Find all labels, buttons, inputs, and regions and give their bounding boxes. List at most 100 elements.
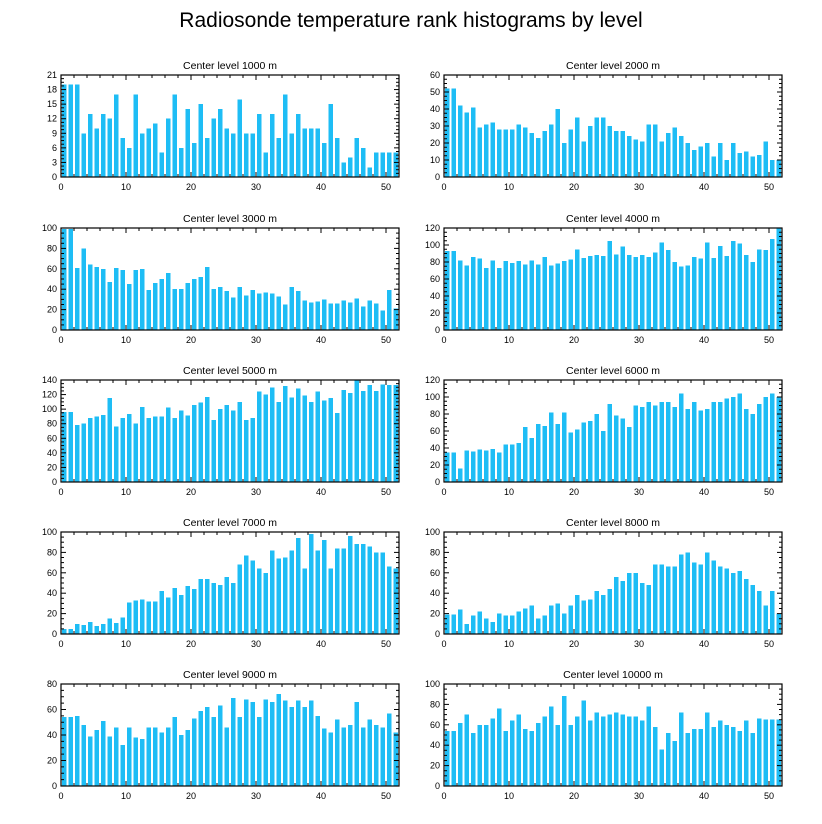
y-tick-label: 6 xyxy=(52,143,57,153)
y-tick-label: 40 xyxy=(430,291,440,301)
bar xyxy=(600,431,606,482)
bar xyxy=(633,716,639,786)
bar xyxy=(94,625,100,634)
y-tick-label: 60 xyxy=(47,705,57,715)
bar xyxy=(146,290,152,330)
bar xyxy=(100,113,106,177)
bar xyxy=(756,154,762,177)
bar xyxy=(522,127,528,177)
x-tick-label: 50 xyxy=(764,639,774,649)
bar xyxy=(68,412,74,482)
bar xyxy=(711,402,717,482)
bar xyxy=(282,304,288,330)
bar xyxy=(360,544,366,634)
bar xyxy=(568,724,574,786)
y-tick-label: 0 xyxy=(435,477,440,487)
bar xyxy=(315,391,321,482)
bar xyxy=(393,308,399,330)
bar xyxy=(490,260,496,330)
bar xyxy=(367,300,373,330)
bar xyxy=(763,605,769,634)
x-tick-label: 0 xyxy=(58,335,63,345)
bar xyxy=(295,538,301,634)
bar xyxy=(542,256,548,330)
bar xyxy=(165,407,171,482)
bar xyxy=(646,402,652,482)
bar xyxy=(341,390,347,482)
bar xyxy=(633,139,639,177)
bar xyxy=(334,303,340,330)
x-tick-label: 40 xyxy=(699,487,709,497)
bar xyxy=(347,536,353,634)
bar xyxy=(724,724,730,786)
bar xyxy=(87,621,93,634)
y-tick-label: 12 xyxy=(47,114,57,124)
bar xyxy=(185,109,191,177)
x-tick-label: 10 xyxy=(504,487,514,497)
bar xyxy=(750,585,756,634)
bar xyxy=(620,418,626,482)
bar xyxy=(211,118,217,177)
bar xyxy=(269,701,275,786)
bar xyxy=(652,564,658,634)
x-tick-label: 20 xyxy=(569,639,579,649)
bar xyxy=(613,131,619,177)
bar xyxy=(159,591,165,634)
x-tick-label: 10 xyxy=(504,639,514,649)
bar xyxy=(100,720,106,786)
bar xyxy=(250,290,256,330)
y-tick-label: 100 xyxy=(425,679,440,689)
x-tick-label: 50 xyxy=(381,335,391,345)
panel-title: Center level 1000 m xyxy=(183,60,277,72)
bar xyxy=(711,156,717,177)
bar xyxy=(529,260,535,330)
bar xyxy=(763,719,769,786)
bar xyxy=(717,143,723,177)
x-tick-label: 40 xyxy=(316,487,326,497)
y-tick-label: 60 xyxy=(430,568,440,578)
bar xyxy=(509,720,515,786)
bar xyxy=(561,412,567,482)
y-tick-label: 80 xyxy=(47,243,57,253)
bar xyxy=(159,732,165,786)
bar xyxy=(204,138,210,177)
bar xyxy=(737,153,743,177)
y-tick-label: 40 xyxy=(47,588,57,598)
bar xyxy=(483,124,489,177)
bar xyxy=(750,414,756,482)
y-tick-label: 20 xyxy=(430,460,440,470)
bar xyxy=(321,299,327,330)
y-tick-label: 40 xyxy=(430,588,440,598)
bar xyxy=(561,696,567,786)
bar xyxy=(243,699,249,786)
bar xyxy=(321,400,327,482)
bar xyxy=(230,583,236,634)
bar xyxy=(276,296,282,330)
bar xyxy=(769,591,775,634)
bar xyxy=(178,410,184,482)
x-tick-label: 0 xyxy=(441,639,446,649)
y-tick-label: 60 xyxy=(430,426,440,436)
bar xyxy=(386,713,392,786)
y-tick-label: 30 xyxy=(430,121,440,131)
x-tick-label: 0 xyxy=(58,487,63,497)
bar xyxy=(561,613,567,634)
bar xyxy=(61,412,67,482)
bar xyxy=(704,552,710,634)
panel-title: Center level 5000 m xyxy=(183,365,277,377)
panel-4: Center level 4000 m 0 20 40 60 80 100 120 0 10 20 3… xyxy=(425,213,783,345)
bar xyxy=(717,720,723,786)
bar xyxy=(172,717,178,786)
bar xyxy=(113,94,119,177)
bar xyxy=(393,152,399,177)
bar xyxy=(691,402,697,482)
y-tick-label: 40 xyxy=(430,104,440,114)
bar xyxy=(490,122,496,177)
panel-8: Center level 8000 m 0 20 40 60 80 100 0 10 20 30 40… xyxy=(425,517,783,649)
bar xyxy=(607,240,613,330)
bar xyxy=(328,303,334,330)
bar xyxy=(457,105,463,177)
bar xyxy=(704,143,710,177)
bar xyxy=(321,143,327,177)
y-tick-label: 40 xyxy=(47,284,57,294)
